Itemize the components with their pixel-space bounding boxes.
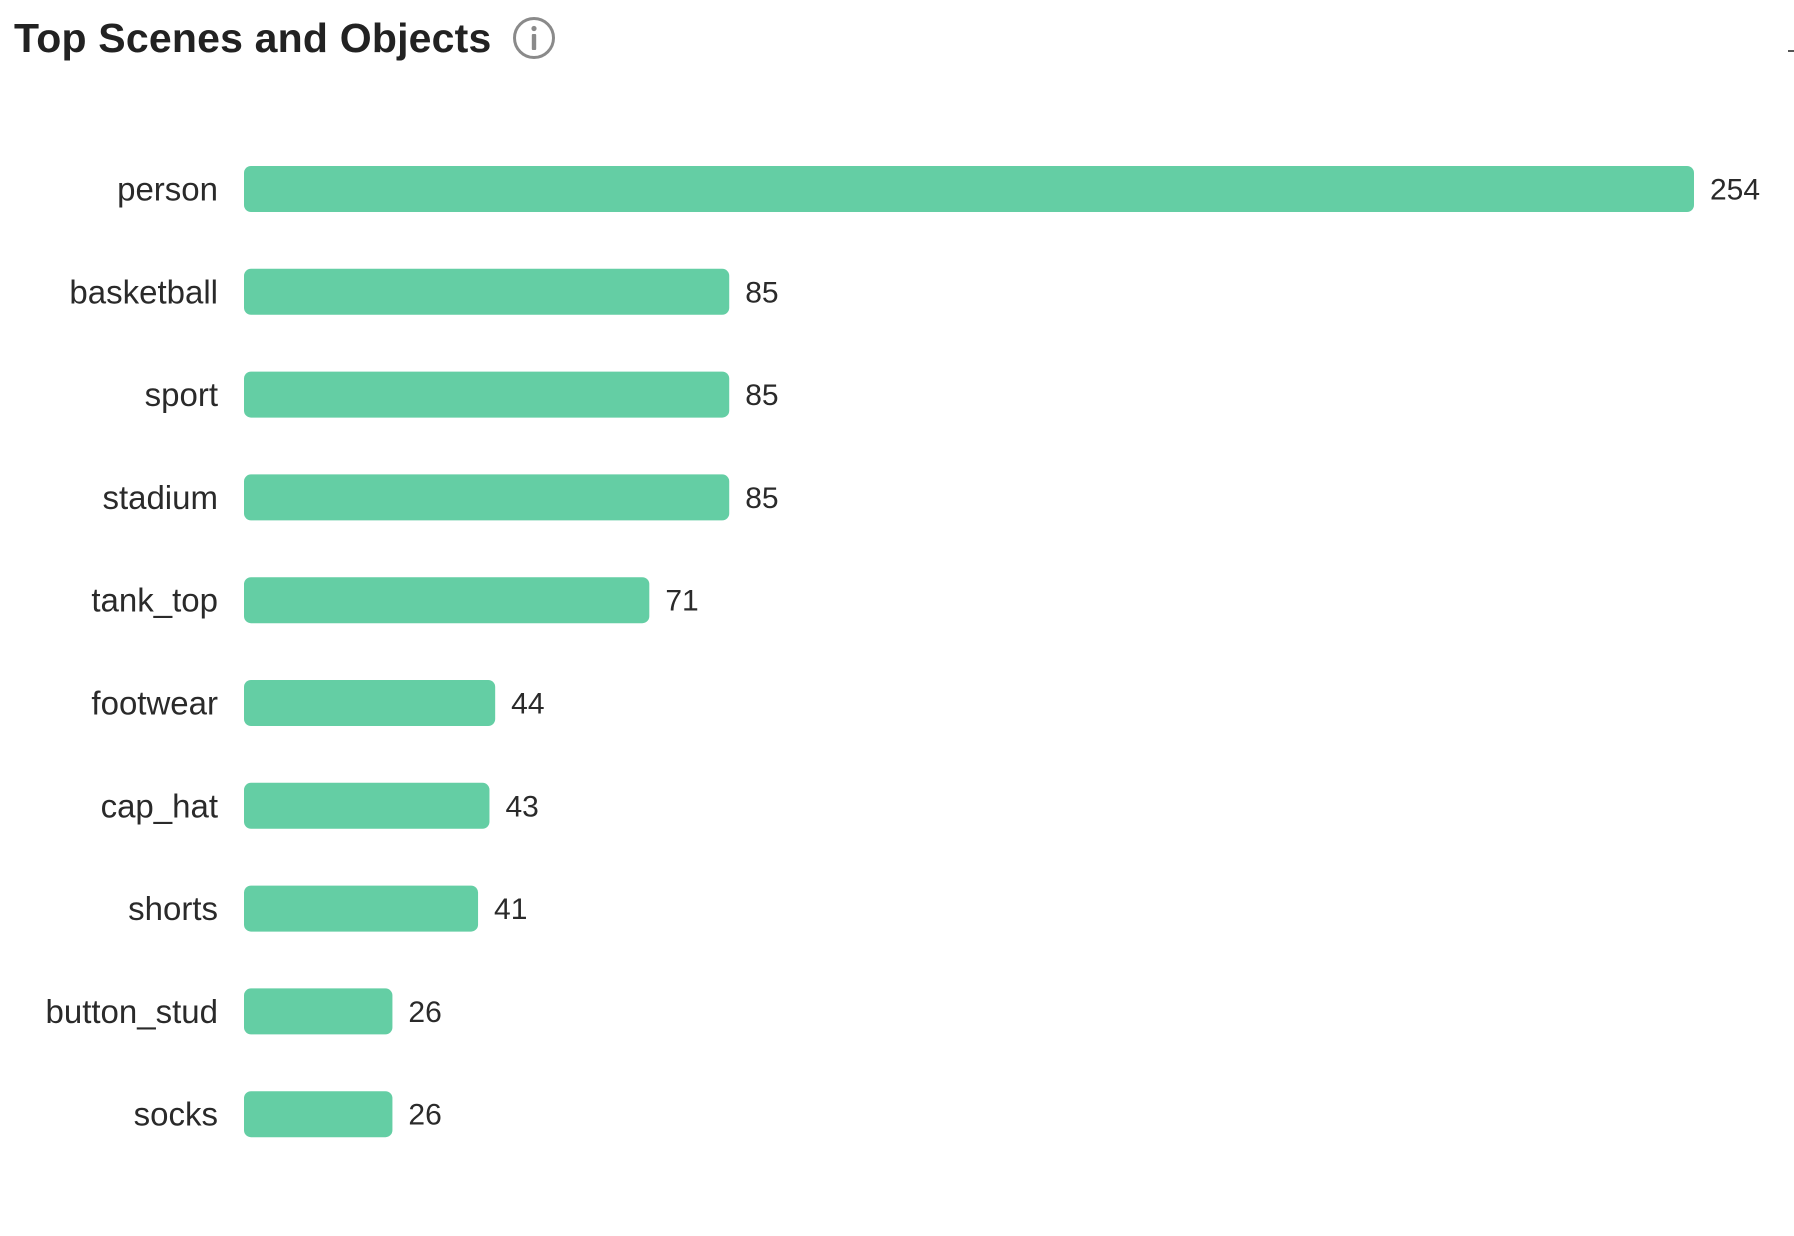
value-label: 254	[1710, 174, 1760, 207]
value-label: 44	[511, 688, 544, 721]
bar-shorts[interactable]	[244, 885, 479, 932]
value-label: 85	[745, 482, 778, 515]
category-label: cap_hat	[101, 787, 218, 824]
category-label: sport	[145, 376, 218, 413]
category-label: socks	[134, 1096, 218, 1133]
info-icon[interactable]	[512, 16, 556, 60]
category-label: tank_top	[91, 582, 218, 619]
chart-title: Top Scenes and Objects	[14, 14, 492, 61]
bar-cap_hat[interactable]	[244, 782, 490, 829]
bar-basketball[interactable]	[244, 268, 730, 315]
bar-button_stud[interactable]	[244, 988, 393, 1035]
value-label: 41	[494, 893, 527, 926]
value-label: 43	[505, 790, 538, 823]
bar-socks[interactable]	[244, 1091, 393, 1138]
category-label: stadium	[102, 479, 218, 516]
category-label: person	[117, 171, 218, 208]
category-label: shorts	[128, 890, 218, 927]
value-label: 26	[408, 1099, 441, 1132]
bar-tank_top[interactable]	[244, 577, 650, 624]
category-label: button_stud	[46, 993, 218, 1030]
value-label: 85	[745, 379, 778, 412]
value-label: 85	[745, 276, 778, 309]
chart-header: Top Scenes and Objects	[14, 8, 556, 68]
value-label: 71	[665, 585, 698, 618]
category-label: footwear	[91, 685, 218, 722]
edge-mark	[1788, 50, 1794, 52]
bar-stadium[interactable]	[244, 474, 730, 521]
bar-person[interactable]	[244, 166, 1694, 212]
bar-sport[interactable]	[244, 371, 730, 418]
value-label: 26	[408, 996, 441, 1029]
category-label: basketball	[69, 273, 218, 310]
bar-footwear[interactable]	[244, 680, 496, 726]
